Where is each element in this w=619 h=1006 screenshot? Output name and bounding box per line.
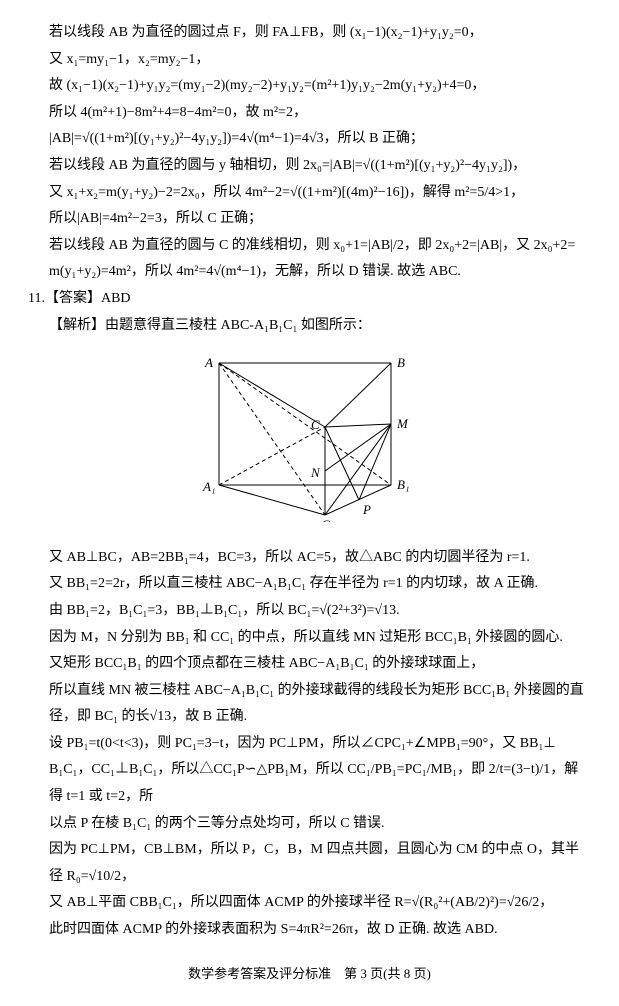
q10-line-8: 若以线段 AB 为直径的圆与 C 的准线相切，则 x₀+1=|AB|/2，即 2… bbox=[28, 233, 591, 260]
q10-line-7: 所以|AB|=4m²−2=3，所以 C 正确； bbox=[28, 206, 591, 233]
q11-block: 11.【答案】ABD 【解析】由题意得直三棱柱 ABC-A₁B₁C₁ 如图所示：… bbox=[28, 286, 591, 944]
q11-line-6: 径，即 BC₁ 的长√13，故 B 正确. bbox=[28, 704, 591, 731]
q11-number: 11. bbox=[28, 291, 45, 306]
q10-line-3: 所以 4(m²+1)−8m²+4=8−4m²=0，故 m²=2， bbox=[28, 100, 591, 127]
svg-text:A₁: A₁ bbox=[202, 479, 215, 494]
q11-line-11: 又 AB⊥平面 CBB₁C₁，所以四面体 ACMP 的外接球半径 R=√(R₀²… bbox=[28, 890, 591, 917]
svg-text:C₁: C₁ bbox=[321, 517, 334, 522]
svg-text:C: C bbox=[311, 417, 320, 432]
q11-line-4: 又矩形 BCC₁B₁ 的四个顶点都在三棱柱 ABC−A₁B₁C₁ 的外接球球面上… bbox=[28, 651, 591, 678]
page-footer: 数学参考答案及评分标准 第 3 页(共 8 页) bbox=[28, 962, 591, 987]
q11-analysis-intro: 【解析】由题意得直三棱柱 ABC-A₁B₁C₁ 如图所示： bbox=[28, 313, 591, 340]
q11-line-7: 设 PB₁=t(0<t<3)，则 PC₁=3−t，因为 PC⊥PM，所以∠CPC… bbox=[28, 731, 591, 758]
q11-line-12: 此时四面体 ACMP 的外接球表面积为 S=4πR²=26π，故 D 正确. 故… bbox=[28, 917, 591, 944]
q11-line-5: 所以直线 MN 被三棱柱 ABC−A₁B₁C₁ 的外接球截得的线段长为矩形 BC… bbox=[28, 678, 591, 705]
q11-line-2: 由 BB₁=2，B₁C₁=3，BB₁⊥B₁C₁，所以 BC₁=√(2²+3²)=… bbox=[28, 598, 591, 625]
svg-text:N: N bbox=[310, 465, 321, 480]
q10-line-1: 又 x₁=my₁−1，x₂=my₂−1， bbox=[28, 47, 591, 74]
prism-figure-wrap: A B C A₁ B₁ C₁ M N P bbox=[28, 347, 591, 533]
q10-line-2: 故 (x₁−1)(x₂−1)+y₁y₂=(my₁−2)(my₂−2)+y₁y₂=… bbox=[28, 73, 591, 100]
svg-text:M: M bbox=[396, 416, 409, 431]
svg-text:B: B bbox=[397, 355, 405, 370]
q10-line-4: |AB|=√((1+m²)[(y₁+y₂)²−4y₁y₂])=4√(m⁴−1)=… bbox=[28, 126, 591, 153]
q11-line-9: 以点 P 在棱 B₁C₁ 的两个三等分点处均可，所以 C 错误. bbox=[28, 811, 591, 838]
q11-line-0: 又 AB⊥BC，AB=2BB₁=4，BC=3，所以 AC=5，故△ABC 的内切… bbox=[28, 545, 591, 572]
q10-solution-block: 若以线段 AB 为直径的圆过点 F，则 FA⊥FB，则 (x₁−1)(x₂−1)… bbox=[28, 20, 591, 286]
q11-line-8: B₁C₁，CC₁⊥B₁C₁，所以△CC₁P∽△PB₁M，所以 CC₁/PB₁=P… bbox=[28, 757, 591, 810]
svg-text:B₁: B₁ bbox=[397, 477, 409, 492]
q10-line-0: 若以线段 AB 为直径的圆过点 F，则 FA⊥FB，则 (x₁−1)(x₂−1)… bbox=[28, 20, 591, 47]
q10-line-6: 又 x₁+x₂=m(y₁+y₂)−2=2x₀，所以 4m²−2=√((1+m²)… bbox=[28, 180, 591, 207]
q11-answer-label: 【答案】 bbox=[45, 291, 101, 306]
q11-answer-line: 11.【答案】ABD bbox=[28, 286, 591, 313]
q11-line-1: 又 BB₁=2=2r，所以直三棱柱 ABC−A₁B₁C₁ 存在半径为 r=1 的… bbox=[28, 571, 591, 598]
q11-analysis-text: 由题意得直三棱柱 ABC-A₁B₁C₁ 如图所示： bbox=[105, 318, 371, 333]
svg-text:A: A bbox=[204, 355, 213, 370]
q11-answer: ABD bbox=[101, 291, 131, 306]
svg-text:P: P bbox=[362, 502, 371, 517]
q10-line-5: 若以线段 AB 为直径的圆与 y 轴相切，则 2x₀=|AB|=√((1+m²)… bbox=[28, 153, 591, 180]
q11-line-10: 因为 PC⊥PM，CB⊥BM，所以 P，C，B，M 四点共圆，且圆心为 CM 的… bbox=[28, 837, 591, 890]
q11-line-3: 因为 M，N 分别为 BB₁ 和 CC₁ 的中点，所以直线 MN 过矩形 BCC… bbox=[28, 625, 591, 652]
q10-line-9: m(y₁+y₂)=4m²，所以 4m²=4√(m⁴−1)，无解，所以 D 错误.… bbox=[28, 259, 591, 286]
prism-figure: A B C A₁ B₁ C₁ M N P bbox=[195, 347, 425, 522]
q11-analysis-label: 【解析】 bbox=[49, 318, 105, 333]
